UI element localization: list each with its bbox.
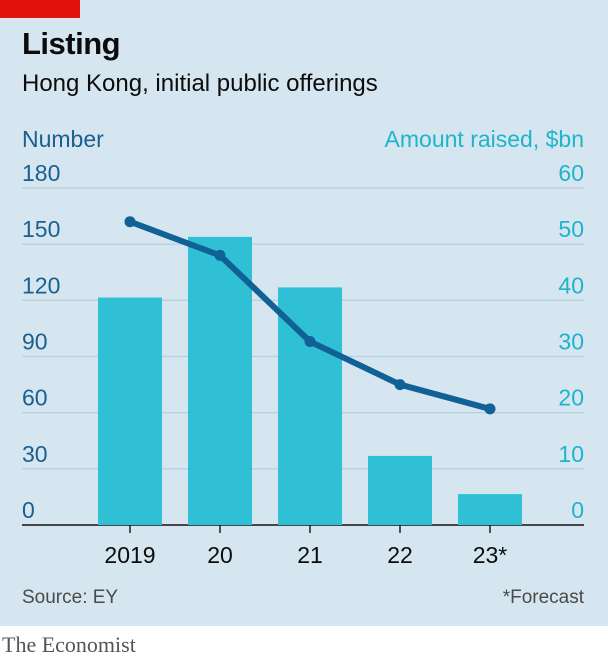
bar (278, 287, 342, 525)
x-tick-label: 23* (473, 542, 508, 568)
left-tick-label: 120 (22, 272, 60, 298)
brand-wordmark: The Economist (2, 632, 136, 657)
line-point (124, 216, 136, 228)
right-tick-label: 30 (558, 329, 584, 355)
chart-svg: Number Amount raised, $bn 0 0 30 10 60 20 90 30… (22, 126, 585, 608)
bar (98, 297, 162, 525)
chart-subtitle: Hong Kong, initial public offerings (22, 70, 378, 97)
right-axis-title: Amount raised, $bn (385, 126, 584, 152)
right-tick-label: 10 (558, 441, 584, 467)
bar (188, 236, 252, 526)
left-tick-label: 180 (22, 160, 60, 186)
left-axis-title: Number (22, 126, 104, 152)
line-series (124, 216, 496, 415)
forecast-note: *Forecast (503, 587, 585, 608)
bar (368, 455, 432, 525)
x-tick-label: 21 (297, 542, 323, 568)
left-tick-label: 30 (22, 441, 48, 467)
right-tick-label: 20 (558, 385, 584, 411)
line-point (394, 379, 406, 391)
source-note: Source: EY (22, 587, 118, 608)
line-point (214, 249, 226, 261)
brand-red-tag (0, 0, 80, 18)
bar (458, 494, 522, 525)
bars (98, 236, 522, 526)
left-tick-label: 90 (22, 329, 48, 355)
chart-title: Listing (22, 26, 121, 61)
x-tick-label: 2019 (104, 542, 155, 568)
x-tick-label: 20 (207, 542, 233, 568)
right-tick-label: 40 (558, 272, 584, 298)
tick-labels: 0 0 30 10 60 20 90 30 120 40 150 50 180 60 2019 20 21 22 2… (22, 160, 584, 568)
right-tick-label: 50 (558, 216, 584, 242)
left-tick-label: 60 (22, 385, 48, 411)
left-tick-label: 150 (22, 216, 60, 242)
right-tick-label: 0 (571, 497, 584, 523)
left-tick-label: 0 (22, 497, 35, 523)
right-tick-label: 60 (558, 160, 584, 186)
line-point (484, 403, 496, 415)
line-point (304, 336, 316, 348)
x-tick-label: 22 (387, 542, 413, 568)
